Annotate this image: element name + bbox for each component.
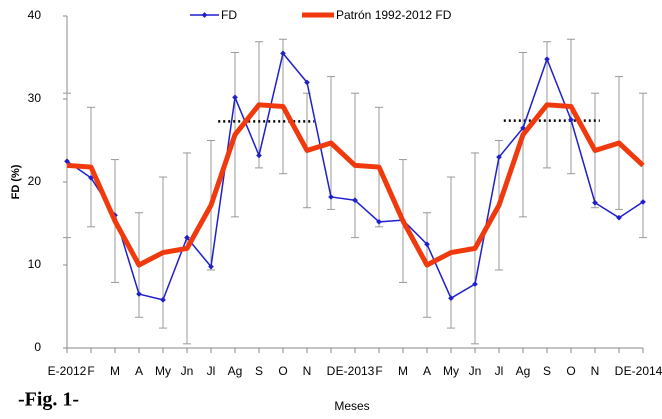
x-tick-label: N [591, 364, 600, 378]
point-marker [184, 234, 190, 241]
point-marker [232, 94, 238, 101]
point-marker [472, 281, 478, 287]
point-marker [592, 199, 598, 206]
point-marker [376, 219, 382, 225]
caption: -Fig. 1- [18, 389, 79, 411]
x-tick-label: Jl [495, 364, 504, 378]
legend-marker [201, 12, 208, 18]
x-tick-label: Ag [516, 364, 531, 378]
legend-label: Patrón 1992-2012 FD [336, 8, 452, 22]
point-marker [160, 297, 166, 303]
point-marker [616, 214, 622, 221]
x-tick-label: D [327, 364, 336, 378]
point-marker [136, 291, 142, 297]
point-marker [424, 241, 430, 248]
point-marker [544, 56, 550, 62]
x-tick-label: A [423, 364, 431, 378]
series-line [66, 102, 645, 268]
point-marker [448, 295, 454, 302]
point-marker [256, 152, 262, 159]
x-tick-label: My [443, 364, 459, 378]
x-tick-label: Ag [228, 364, 243, 378]
y-tick-label: 0 [34, 340, 41, 354]
point-marker [88, 175, 94, 181]
point-marker [352, 197, 358, 204]
x-tick-label: Jl [207, 364, 216, 378]
x-tick-label: Jn [469, 364, 482, 378]
y-axis-label: FD (%) [10, 164, 22, 199]
x-tick-label: O [278, 364, 287, 378]
y-tick-label: 10 [28, 257, 42, 271]
y-tick-label: 40 [28, 8, 42, 22]
x-tick-label: M [398, 364, 408, 378]
x-tick-label: O [566, 364, 575, 378]
x-axis-label: Meses [334, 399, 369, 413]
point-marker [328, 194, 334, 200]
x-tick-label: A [135, 364, 143, 378]
point-marker [640, 199, 646, 205]
x-tick-label: E-2012 [48, 364, 87, 378]
x-tick-label: E-2013 [336, 364, 375, 378]
x-tick-label: F [375, 364, 382, 378]
point-marker [208, 263, 214, 270]
x-tick-label: My [155, 364, 171, 378]
point-marker [304, 79, 310, 86]
x-tick-label: E-2014 [624, 364, 662, 378]
legend-label: FD [221, 8, 237, 22]
x-tick-label: D [615, 364, 624, 378]
x-tick-label: F [87, 364, 94, 378]
point-marker [64, 158, 70, 165]
x-tick-label: N [303, 364, 312, 378]
x-tick-label: M [110, 364, 120, 378]
y-tick-label: 20 [28, 174, 42, 188]
x-tick-label: S [543, 364, 551, 378]
point-marker [568, 116, 574, 123]
x-tick-label: S [255, 364, 263, 378]
x-tick-label: Jn [181, 364, 194, 378]
y-tick-label: 30 [28, 91, 42, 105]
point-marker [496, 154, 502, 160]
